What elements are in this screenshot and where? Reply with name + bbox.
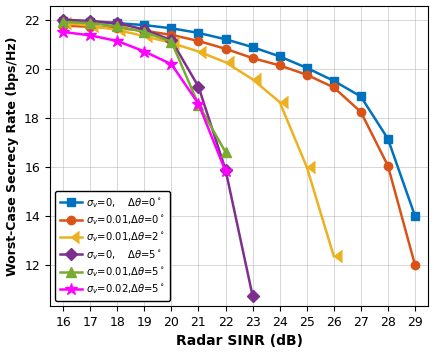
X-axis label: Radar SINR (dB): Radar SINR (dB)	[176, 335, 302, 348]
Y-axis label: Worst-Case Secrecy Rate (bps/Hz): Worst-Case Secrecy Rate (bps/Hz)	[6, 36, 19, 276]
Legend: $\sigma_v$=0,    $\Delta\theta$=0$^\circ$, $\sigma_v$=0.01,$\Delta\theta$=0$^\ci: $\sigma_v$=0, $\Delta\theta$=0$^\circ$, …	[55, 191, 170, 301]
